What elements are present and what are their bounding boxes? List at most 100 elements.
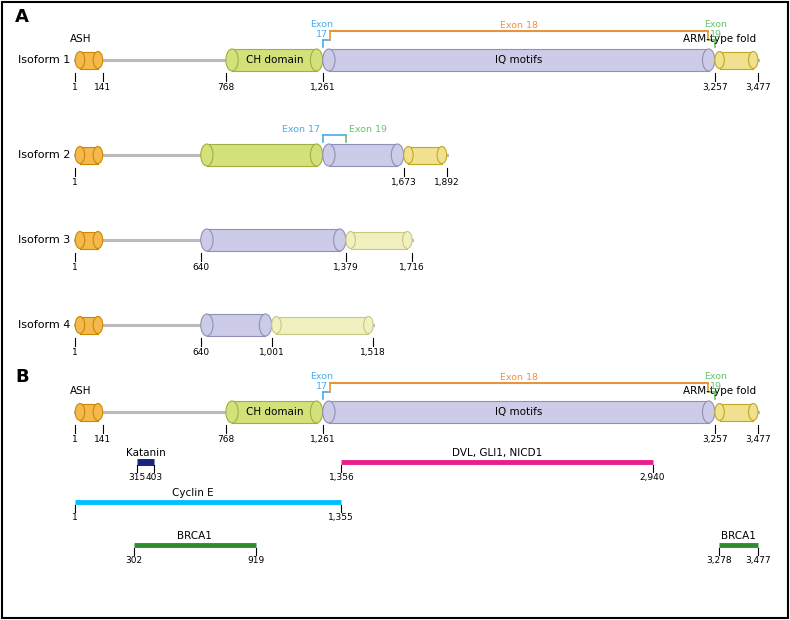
Text: 3,477: 3,477 [745, 83, 771, 92]
Text: 1,379: 1,379 [333, 263, 359, 272]
Ellipse shape [93, 316, 103, 334]
Bar [80, 146, 98, 164]
Ellipse shape [93, 404, 103, 420]
Ellipse shape [93, 51, 103, 68]
Text: ARM-type fold: ARM-type fold [683, 386, 756, 396]
Text: 1: 1 [73, 263, 78, 272]
Ellipse shape [272, 316, 281, 334]
Text: 141: 141 [94, 435, 111, 444]
Ellipse shape [259, 314, 272, 336]
Text: 1,355: 1,355 [329, 513, 354, 522]
Ellipse shape [226, 49, 238, 71]
Text: 3,477: 3,477 [745, 556, 771, 565]
Text: 315: 315 [128, 473, 145, 482]
Text: DVL, GLI1, NICD1: DVL, GLI1, NICD1 [452, 448, 542, 458]
Text: 1,673: 1,673 [391, 178, 416, 187]
Text: 1,892: 1,892 [434, 178, 460, 187]
Ellipse shape [75, 146, 85, 164]
Ellipse shape [201, 229, 213, 251]
Ellipse shape [322, 401, 335, 423]
Ellipse shape [391, 144, 404, 166]
Ellipse shape [93, 231, 103, 249]
Bar [720, 51, 753, 68]
Ellipse shape [748, 404, 758, 420]
Bar [80, 316, 98, 334]
Text: CH domain: CH domain [246, 55, 303, 65]
Text: 403: 403 [145, 473, 163, 482]
Text: Isoform 4: Isoform 4 [17, 320, 70, 330]
Ellipse shape [437, 146, 446, 164]
Text: 1: 1 [73, 178, 78, 187]
Ellipse shape [75, 404, 85, 420]
Text: Exon 18: Exon 18 [500, 373, 538, 382]
Ellipse shape [310, 49, 322, 71]
Ellipse shape [404, 146, 413, 164]
Text: B: B [15, 368, 28, 386]
Text: 1,261: 1,261 [310, 83, 336, 92]
Text: 3,257: 3,257 [702, 435, 728, 444]
Bar [351, 231, 408, 249]
Ellipse shape [75, 316, 85, 334]
Text: Exon 18: Exon 18 [500, 21, 538, 30]
Text: 1,356: 1,356 [329, 473, 354, 482]
Text: 1: 1 [73, 348, 78, 357]
Bar [80, 51, 98, 68]
Text: 3,278: 3,278 [706, 556, 732, 565]
Bar [80, 404, 98, 420]
Text: 2,940: 2,940 [640, 473, 665, 482]
Text: 919: 919 [247, 556, 264, 565]
Text: BRCA1: BRCA1 [178, 531, 213, 541]
Bar [329, 144, 397, 166]
Ellipse shape [310, 144, 322, 166]
Ellipse shape [75, 231, 85, 249]
Text: 1,261: 1,261 [310, 435, 336, 444]
Text: 1: 1 [73, 83, 78, 92]
Ellipse shape [201, 144, 213, 166]
Bar [329, 49, 709, 71]
Bar [232, 49, 317, 71]
Ellipse shape [403, 231, 412, 249]
Ellipse shape [748, 51, 758, 68]
Text: 1,001: 1,001 [259, 348, 284, 357]
Ellipse shape [322, 144, 335, 166]
Text: Katanin: Katanin [126, 448, 165, 458]
Text: Exon
19: Exon 19 [704, 371, 728, 391]
Ellipse shape [322, 49, 335, 71]
Text: 141: 141 [94, 83, 111, 92]
Text: Exon
19: Exon 19 [704, 20, 728, 39]
Text: Exon 17: Exon 17 [282, 125, 320, 134]
Bar [207, 314, 265, 336]
Text: Exon 19: Exon 19 [349, 125, 387, 134]
Ellipse shape [346, 231, 356, 249]
Bar [232, 401, 317, 423]
Ellipse shape [226, 401, 238, 423]
Text: 1,518: 1,518 [360, 348, 386, 357]
Text: 640: 640 [192, 263, 209, 272]
Text: A: A [15, 8, 29, 26]
Ellipse shape [75, 51, 85, 68]
Text: Isoform 1: Isoform 1 [17, 55, 70, 65]
Ellipse shape [702, 401, 715, 423]
Ellipse shape [201, 314, 213, 336]
Bar [276, 316, 368, 334]
Text: ASH: ASH [70, 34, 91, 44]
Text: Exon
17: Exon 17 [310, 20, 333, 39]
Text: 640: 640 [192, 348, 209, 357]
Text: ARM-type fold: ARM-type fold [683, 34, 756, 44]
Ellipse shape [715, 51, 724, 68]
Ellipse shape [363, 316, 373, 334]
Ellipse shape [715, 404, 724, 420]
Bar [207, 144, 317, 166]
Text: Cyclin E: Cyclin E [172, 488, 213, 498]
Text: 1: 1 [73, 513, 78, 522]
Text: CH domain: CH domain [246, 407, 303, 417]
Ellipse shape [333, 229, 346, 251]
Bar [720, 404, 753, 420]
Text: IQ motifs: IQ motifs [495, 407, 543, 417]
Bar [80, 231, 98, 249]
Text: 1,716: 1,716 [399, 263, 425, 272]
Ellipse shape [93, 146, 103, 164]
Ellipse shape [310, 401, 322, 423]
Text: Exon
17: Exon 17 [310, 371, 333, 391]
Ellipse shape [702, 49, 715, 71]
